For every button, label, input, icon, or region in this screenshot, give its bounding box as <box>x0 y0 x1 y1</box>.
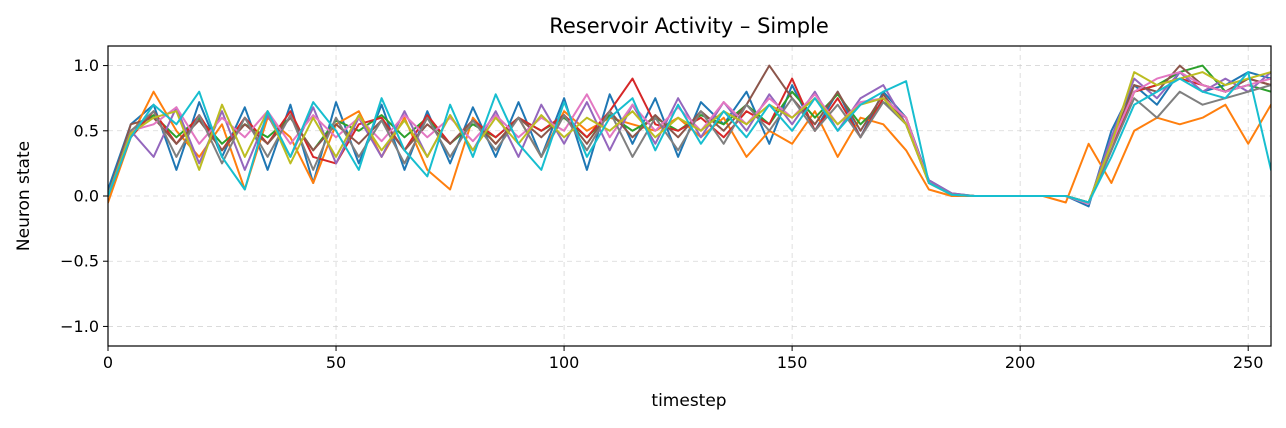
x-axis-label: timestep <box>651 391 726 411</box>
x-tick-label: 0 <box>103 353 113 372</box>
chart-title: Reservoir Activity – Simple <box>549 14 829 38</box>
series-line-2 <box>108 90 1271 204</box>
series-line-10 <box>108 71 1271 204</box>
x-tick-label: 250 <box>1233 353 1264 372</box>
y-tick-label: −1.0 <box>60 317 99 336</box>
y-tick-label: 0.0 <box>74 187 99 206</box>
x-tick-label: 150 <box>777 353 808 372</box>
x-tick-label: 200 <box>1005 353 1036 372</box>
y-axis-ticks: −1.0 −0.5 0.0 0.5 1.0 <box>60 56 108 336</box>
x-axis-ticks: 0 50 100 150 200 250 <box>103 346 1264 372</box>
y-tick-label: 0.5 <box>74 121 99 140</box>
y-axis-label: Neuron state <box>14 141 34 251</box>
x-tick-label: 50 <box>326 353 346 372</box>
x-tick-label: 100 <box>549 353 580 372</box>
y-tick-label: −0.5 <box>60 252 99 271</box>
y-tick-label: 1.0 <box>74 56 99 75</box>
plot-series-group <box>108 64 1271 208</box>
